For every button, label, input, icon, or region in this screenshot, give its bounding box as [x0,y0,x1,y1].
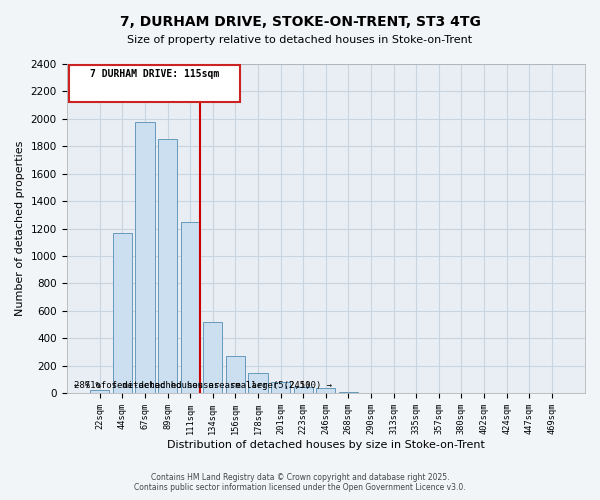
Bar [316,388,335,393]
Bar [113,234,132,393]
Text: Size of property relative to detached houses in Stoke-on-Trent: Size of property relative to detached ho… [127,35,473,45]
Text: ← 71% of detached houses are smaller (5,245): ← 71% of detached houses are smaller (5,… [74,381,310,390]
Bar [361,392,380,393]
Bar [181,222,200,393]
Text: 7 DURHAM DRIVE: 115sqm: 7 DURHAM DRIVE: 115sqm [89,68,219,78]
Bar [90,390,109,393]
Bar [136,122,155,393]
Bar [226,356,245,393]
X-axis label: Distribution of detached houses by size in Stoke-on-Trent: Distribution of detached houses by size … [167,440,485,450]
Bar [271,382,290,393]
Text: Contains HM Land Registry data © Crown copyright and database right 2025.
Contai: Contains HM Land Registry data © Crown c… [134,473,466,492]
Bar [248,374,268,393]
Y-axis label: Number of detached properties: Number of detached properties [15,141,25,316]
Text: 28% of semi-detached houses are larger (2,100) →: 28% of semi-detached houses are larger (… [74,381,332,390]
Bar [339,392,358,393]
Text: 7, DURHAM DRIVE, STOKE-ON-TRENT, ST3 4TG: 7, DURHAM DRIVE, STOKE-ON-TRENT, ST3 4TG [119,15,481,29]
Bar [293,387,313,393]
FancyBboxPatch shape [68,66,240,102]
Bar [203,322,223,393]
Bar [158,139,177,393]
